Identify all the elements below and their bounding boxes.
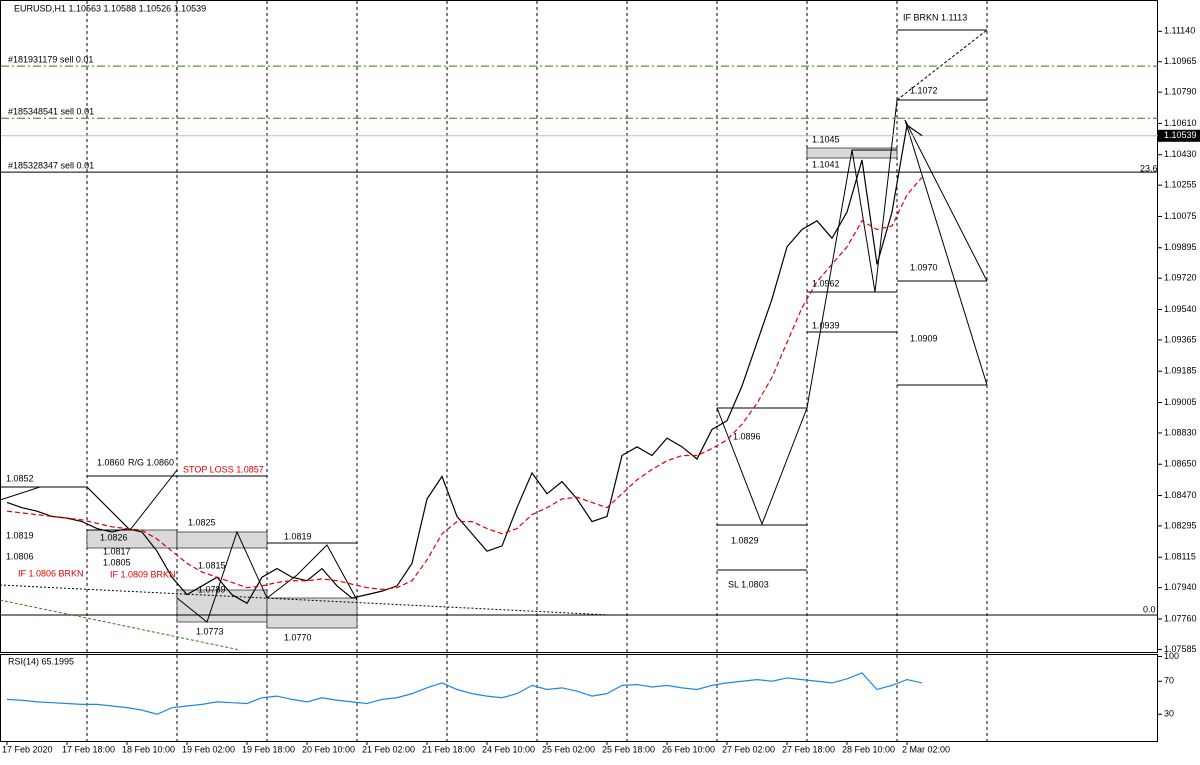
order-label: #181931179 sell 0.01 [8, 54, 93, 64]
price-line [6, 124, 923, 605]
annotation: IF 1.0809 BRKN [110, 569, 176, 579]
rsi-title: RSI(14) 65.1995 [8, 656, 74, 666]
rsi-line [6, 672, 923, 715]
annotation: 1.0825 [188, 517, 216, 527]
annotation: 0.0 [1143, 604, 1156, 614]
annotation: 1.0939 [812, 320, 840, 330]
zigzag [176, 530, 358, 623]
annotation: 1.0860 [97, 457, 125, 467]
order-label: #185328347 sell 0.01 [8, 161, 94, 171]
annotation: IF 1.0806 BRKN [18, 568, 84, 578]
current-price-label: 1.10539 [1164, 130, 1197, 140]
x-tick-label: 24 Feb 10:00 [482, 744, 535, 754]
x-tick-label: 25 Feb 02:00 [542, 744, 595, 754]
y-tick-label: 1.07585 [1164, 644, 1197, 654]
projection [904, 119, 988, 386]
projection [896, 29, 988, 101]
x-tick-label: 21 Feb 18:00 [422, 744, 475, 754]
rsi-tick-label: 70 [1164, 676, 1174, 686]
x-tick-label: 17 Feb 2020 [2, 744, 53, 754]
y-tick-label: 1.08295 [1164, 520, 1197, 530]
y-tick-label: 1.10965 [1164, 56, 1197, 66]
annotation: 1.0806 [6, 551, 34, 561]
symbol-header: EURUSD,H1 1.10563 1.10588 1.10526 1.1053… [14, 3, 206, 13]
y-tick-label: 1.08470 [1164, 490, 1197, 500]
x-tick-label: 27 Feb 02:00 [722, 744, 775, 754]
y-tick-label: 1.10790 [1164, 87, 1197, 97]
y-tick-label: 1.10430 [1164, 149, 1197, 159]
annotation: 1.0909 [910, 333, 938, 343]
rsi-tick-label: 30 [1164, 709, 1174, 719]
y-tick-label: 1.09005 [1164, 397, 1197, 407]
annotation: 1.0805 [103, 557, 131, 567]
annotation: IF BRKN 1.1113 [903, 12, 967, 22]
annotation: SL 1.0803 [728, 579, 769, 589]
annotation: 23.6 [1140, 163, 1158, 173]
y-tick-label: 1.10075 [1164, 211, 1197, 221]
annotation: R/G 1.0860 [128, 457, 174, 467]
rsi-panel [0, 654, 1158, 742]
pattern-lines [0, 29, 1158, 651]
annotation: 1.0962 [812, 278, 840, 288]
y-tick-label: 1.09365 [1164, 334, 1197, 344]
zigzag [851, 99, 898, 293]
annotation: 1.0770 [284, 632, 312, 642]
annotation: STOP LOSS 1.0857 [183, 464, 264, 474]
annotation: 1.0826 [100, 532, 128, 542]
x-tick-label: 19 Feb 02:00 [182, 744, 235, 754]
rsi-tick-label: 100 [1164, 651, 1179, 661]
annotation: 1.0817 [103, 546, 131, 556]
annotation: 1.0773 [196, 626, 224, 636]
annotation: 1.0815 [198, 560, 226, 570]
x-tick-label: 18 Feb 10:00 [122, 744, 175, 754]
annotation: 1.1041 [812, 159, 840, 169]
y-tick-label: 1.09720 [1164, 273, 1197, 283]
annotation: 1.0852 [6, 473, 34, 483]
x-tick-label: 26 Feb 10:00 [662, 744, 715, 754]
x-tick-label: 25 Feb 18:00 [602, 744, 655, 754]
annotation: 1.0970 [910, 262, 938, 272]
box [176, 589, 268, 623]
y-tick-label: 1.07940 [1164, 582, 1197, 592]
y-tick-label: 1.08115 [1164, 552, 1196, 562]
y-tick-label: 1.10255 [1164, 180, 1197, 190]
x-tick-label: 28 Feb 10:00 [842, 744, 895, 754]
moving-average [6, 176, 923, 591]
y-tick-label: 1.11140 [1164, 26, 1195, 36]
x-tick-label: 20 Feb 10:00 [302, 744, 355, 754]
annotation: 1.0789 [198, 584, 226, 594]
y-tick-label: 1.08830 [1164, 427, 1197, 437]
order-label: #185348541 sell 0.01 [8, 107, 94, 117]
y-tick-label: 1.09540 [1164, 304, 1197, 314]
annotation: 1.0819 [6, 530, 34, 540]
annotation: 1.1072 [910, 85, 938, 95]
projection [904, 119, 988, 282]
y-tick-label: 1.07760 [1164, 613, 1197, 623]
x-tick-label: 2 Mar 02:00 [902, 744, 950, 754]
annotation: 1.1045 [812, 134, 840, 144]
current-price-box [1158, 129, 1200, 142]
y-tick-label: 1.10610 [1164, 118, 1197, 128]
box [176, 531, 268, 549]
trend-line [0, 599, 241, 651]
x-tick-label: 21 Feb 02:00 [362, 744, 415, 754]
y-tick-label: 1.09895 [1164, 242, 1197, 252]
annotation: 1.0819 [284, 531, 312, 541]
annotation: 1.0896 [733, 431, 761, 441]
box [266, 597, 358, 629]
y-tick-label: 1.09185 [1164, 366, 1197, 376]
x-tick-label: 19 Feb 18:00 [242, 744, 295, 754]
x-tick-label: 27 Feb 18:00 [782, 744, 835, 754]
y-tick-label: 1.08650 [1164, 459, 1197, 469]
trend-line [0, 584, 611, 616]
x-tick-label: 17 Feb 18:00 [62, 744, 115, 754]
main-panel [0, 0, 1158, 653]
annotation: 1.0829 [731, 535, 759, 545]
